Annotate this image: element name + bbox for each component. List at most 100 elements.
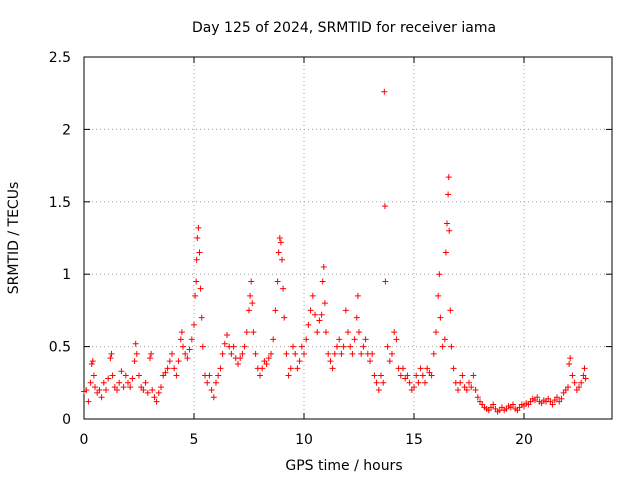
data-point [228,350,235,357]
data-point [436,271,443,278]
data-point [193,278,200,285]
grid [84,57,612,419]
data-point [148,350,155,357]
data-point [296,358,303,365]
data-point [186,346,193,353]
data-point [274,278,281,285]
data-point [208,387,215,394]
data-point [358,350,365,357]
data-point [230,343,237,350]
data-point [120,384,127,391]
data-point [194,235,201,241]
data-point [239,350,246,357]
data-point [88,360,95,367]
data-point [195,224,202,231]
data-point [446,227,453,234]
data-point [178,329,185,336]
data-point [270,336,277,343]
data-point [565,384,571,391]
data-point [243,329,250,336]
data-point [193,256,200,263]
data-point [109,372,116,379]
data-point [290,343,296,350]
data-point [422,379,428,386]
data-point [147,355,153,362]
data-point [132,340,139,347]
data-point [92,384,98,391]
data-point [285,372,292,379]
data-point [98,394,105,401]
chart-title: Day 125 of 2024, SRMTID for receiver iam… [192,20,496,36]
data-point [381,203,388,210]
data-point [259,365,266,372]
data-point [329,365,336,372]
data-point [118,368,125,375]
data-point [103,387,109,394]
data-point [100,379,107,386]
data-point [213,379,219,386]
data-point [217,365,224,372]
y-axis-label: SRMTID / TECUs [6,182,22,295]
data-point [153,398,160,405]
data-point [89,358,96,365]
data-point [345,329,351,336]
x-axis-label: GPS time / hours [285,458,402,474]
data-point [221,340,228,347]
data-point [319,278,326,285]
plot-frame [83,56,613,420]
data-point [191,321,197,328]
data-point [578,379,585,386]
data-point [433,329,439,336]
data-point [554,394,560,401]
data-point [400,365,406,372]
data-point [334,343,340,350]
data-point [397,372,404,379]
data-point [280,285,287,292]
y-tick-label: 2.5 [49,50,71,66]
data-point [373,379,380,386]
data-point [155,389,162,396]
data-point [320,263,327,270]
data-point [215,372,222,379]
data-point [292,350,299,357]
data-point [114,387,120,394]
data-point [206,372,213,379]
data-point [314,329,321,336]
data-point [435,292,442,299]
data-point [336,336,343,343]
data-point [272,307,279,314]
data-point [466,379,472,386]
data-point [85,398,92,405]
data-point [237,355,244,362]
data-point [356,329,362,336]
data-point [188,336,195,343]
data-point [250,329,257,336]
data-point [428,372,435,379]
data-point [279,256,285,263]
data-point [389,350,395,357]
data-point [375,387,382,394]
data-point [133,350,140,357]
data-point [96,387,103,394]
data-point [182,350,189,357]
data-point [316,317,323,324]
data-point [424,365,431,372]
data-point [149,387,156,394]
data-point [371,372,378,379]
data-point [276,235,283,241]
data-point [246,307,252,314]
data-point [474,394,481,401]
data-point [307,307,314,314]
data-point [404,372,411,379]
data-point [263,360,270,367]
data-point [445,174,452,181]
data-point [162,369,169,376]
data-point [447,307,454,314]
data-point [351,336,358,343]
data-point [380,379,387,386]
data-point [549,401,556,408]
data-point [169,350,175,357]
data-point [127,384,134,391]
data-point [303,336,310,343]
